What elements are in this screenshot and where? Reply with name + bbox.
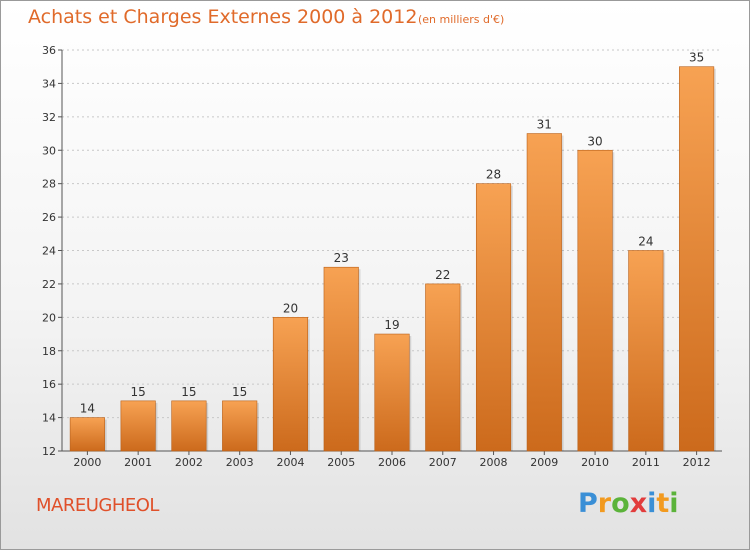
bar-2004 [272,317,309,452]
logo-letter: i [647,488,657,519]
bar-2007 [425,283,461,452]
y-tick-label: 34 [42,77,56,90]
y-tick-label: 26 [42,211,56,224]
x-tick-label: 2011 [632,456,660,469]
logo-letter: x [629,488,648,519]
value-label: 28 [486,168,501,182]
value-label: 15 [181,385,196,399]
x-tick-label: 2000 [73,456,101,469]
labels: 14 2000 15 2001 15 2002 15 2003 20 2004 23 2005 19 20… [73,51,710,469]
value-label: 19 [384,318,399,332]
y-tick-label: 20 [42,311,56,324]
x-tick-label: 2010 [581,456,609,469]
bar-2010 [577,149,613,452]
bar-2009 [526,133,562,452]
x-tick-label: 2009 [530,456,558,469]
chart-title: Achats et Charges Externes 2000 à 2012 [28,6,418,28]
value-label: 24 [638,235,653,249]
bar-2003 [222,400,258,452]
logo-letter: r [597,488,612,519]
logo-letter: i [669,488,679,519]
x-tick-label: 2002 [175,456,203,469]
y-tick-label: 32 [42,111,56,124]
y-tick-label: 22 [42,278,56,291]
y-tick-label: 14 [42,412,56,425]
x-tick-label: 2005 [327,456,355,469]
value-label: 35 [689,51,704,65]
x-tick-label: 2012 [683,456,711,469]
y-tick-label: 12 [42,445,56,458]
x-tick-label: 2003 [226,456,254,469]
y-tick-label: 30 [42,144,56,157]
x-tick-label: 2006 [378,456,406,469]
value-label: 22 [435,268,450,282]
x-tick-label: 2008 [480,456,508,469]
logo-letter: o [611,488,630,519]
y-tick-label: 28 [42,178,56,191]
x-tick-label: 2001 [124,456,152,469]
x-tick-label: 2007 [429,456,457,469]
bars [69,66,716,452]
x-tick-label: 2004 [276,456,304,469]
bar-2001 [120,400,156,452]
y-tick-label: 18 [42,345,56,358]
value-label: 15 [131,385,146,399]
bar-2012 [679,66,715,452]
logo-letter: t [656,488,670,519]
value-label: 20 [283,301,298,315]
bar-2000 [69,417,105,452]
y-tick-label: 36 [42,44,56,57]
chart-unit: (en milliers d'€) [418,13,505,26]
bar-2008 [475,183,512,452]
logo-letter: P [578,488,598,519]
value-label: 31 [537,118,552,132]
value-label: 15 [232,385,247,399]
bar-2006 [374,333,410,452]
value-label: 30 [587,134,602,148]
bar-2011 [628,250,664,452]
y-tick-label: 16 [42,378,56,391]
town-name: MAREUGHEOL [36,495,159,516]
value-label: 23 [334,251,349,265]
proxiti-logo: Proxiti [578,488,679,519]
value-label: 14 [80,402,95,416]
bar-2005 [323,266,359,452]
y-tick-label: 24 [42,245,56,258]
bar-2002 [171,400,207,452]
